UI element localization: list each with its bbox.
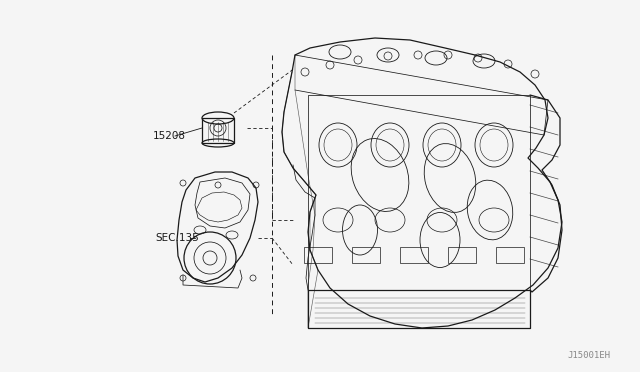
Text: 15208: 15208 bbox=[153, 131, 186, 141]
Bar bbox=[400, 247, 428, 263]
Text: SEC.135: SEC.135 bbox=[155, 233, 199, 243]
Bar bbox=[304, 247, 332, 263]
Text: J15001EH: J15001EH bbox=[567, 351, 610, 360]
Bar bbox=[496, 247, 524, 263]
Bar bbox=[448, 247, 476, 263]
Bar bbox=[352, 247, 380, 263]
